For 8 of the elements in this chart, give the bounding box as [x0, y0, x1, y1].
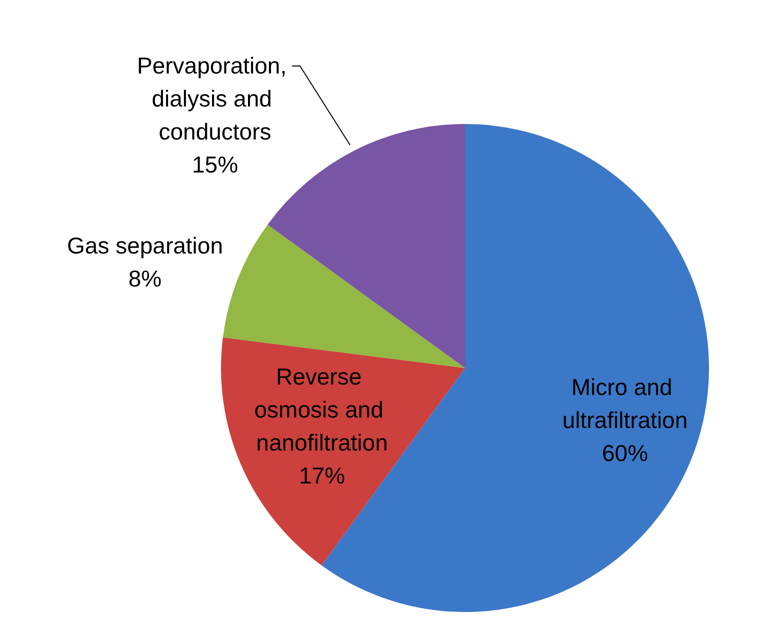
slice-label: Gas separation	[67, 232, 223, 258]
data-label: 17%	[298, 462, 346, 488]
slice-label: Micro and ultrafiltration	[562, 374, 688, 433]
data-label: 8%	[128, 266, 162, 292]
slice-label: Reverse osmosis and nanofiltration	[254, 364, 390, 456]
data-label: 15%	[192, 152, 238, 178]
slice-label: Pervaporation, dialysis and conductors	[137, 52, 293, 144]
data-label: 60%	[602, 440, 648, 466]
